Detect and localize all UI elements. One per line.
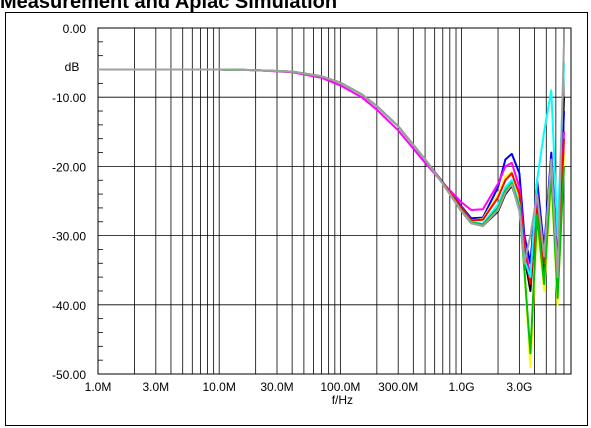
- x-axis-label: f/Hz: [332, 393, 353, 407]
- x-tick-label: 100.0M: [320, 380, 360, 394]
- x-tick-label: 3.0M: [142, 380, 169, 394]
- x-tick-label: 300.0M: [378, 380, 418, 394]
- series-line-3: [98, 68, 565, 369]
- series-line-0: [98, 68, 565, 292]
- plot-border: [97, 27, 572, 375]
- chart-title: Measurement and Aplac Simulation: [0, 0, 338, 13]
- y-tick-label: -20.00: [52, 160, 86, 174]
- series-line-5: [98, 62, 565, 279]
- x-tick-label: 10.0M: [203, 380, 236, 394]
- y-axis-label: dB: [65, 60, 80, 74]
- y-tick-label: 0.00: [63, 22, 87, 36]
- x-tick-label: 30.0M: [260, 380, 293, 394]
- x-tick-label: 1.0M: [85, 380, 112, 394]
- series-line-2: [98, 68, 565, 279]
- series-line-4: [98, 68, 565, 285]
- series-line-6: [98, 68, 565, 355]
- series-line-7: [98, 41, 565, 279]
- chart-frame: [5, 12, 588, 426]
- y-tick-label: -40.00: [52, 299, 86, 313]
- x-tick-label: 1.0G: [449, 380, 475, 394]
- y-tick-label: -10.00: [52, 91, 86, 105]
- y-tick-label: -50.00: [52, 368, 86, 382]
- y-tick-label: -30.00: [52, 230, 86, 244]
- x-tick-label: 3.0G: [506, 380, 532, 394]
